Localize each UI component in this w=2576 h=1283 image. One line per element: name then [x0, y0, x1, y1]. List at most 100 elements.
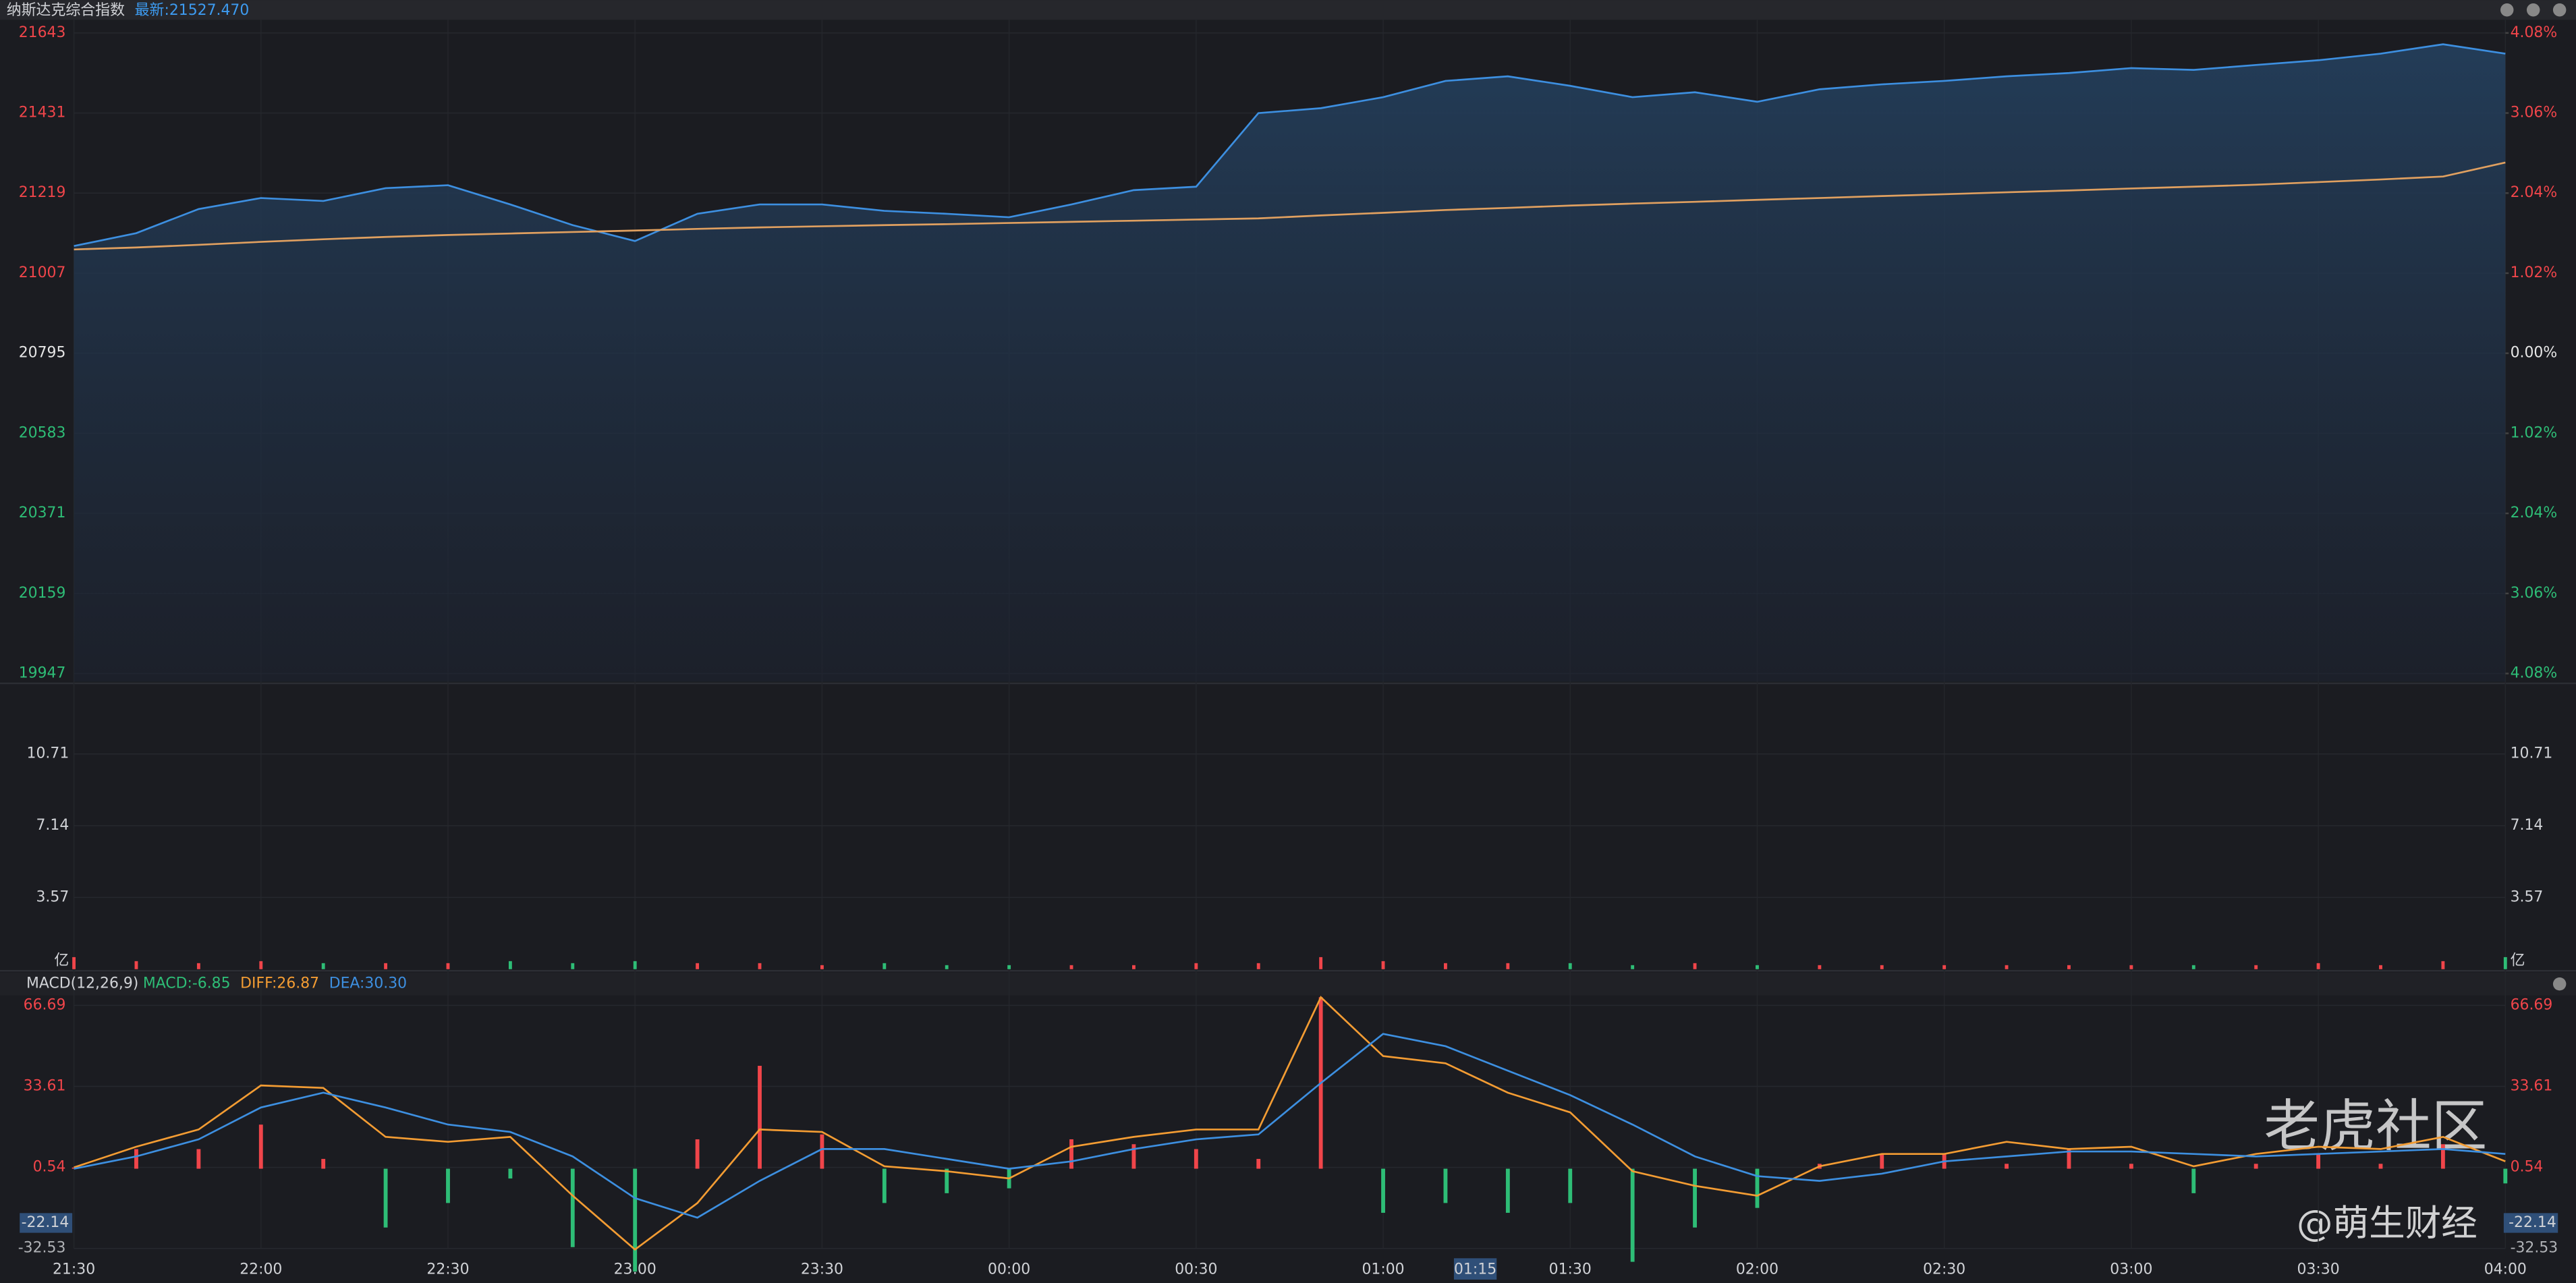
volume-bar: [508, 961, 512, 969]
volume-bar: [1319, 957, 1323, 969]
volume-bar: [2067, 965, 2071, 969]
macd-bar: [1880, 1153, 1884, 1169]
volume-bar: [384, 963, 388, 969]
macd-bar: [2378, 1164, 2383, 1169]
macd-bar: [446, 1168, 450, 1203]
x-tick-label: 01:00: [1362, 1261, 1404, 1278]
y2-tick-label: 3.06%: [2511, 585, 2558, 602]
volume-bar: [1194, 963, 1198, 969]
macd-bar: [820, 1134, 824, 1169]
y-tick-label: 3.57: [36, 888, 69, 905]
x-tick-label: 02:00: [1736, 1261, 1779, 1278]
series-line: [74, 161, 2506, 251]
macd-bar: [2503, 1168, 2508, 1184]
volume-bar: [820, 965, 824, 969]
volume-bar: [72, 957, 76, 969]
volume-bar: [945, 965, 949, 969]
x-tick-label: 00:00: [988, 1261, 1030, 1278]
zoom-out[interactable]: [2526, 3, 2540, 17]
volume-bar: [2191, 965, 2195, 969]
macd-bar: [1381, 1168, 1385, 1213]
macd-bar: [695, 1139, 700, 1169]
y-tick-label-right: 3.57: [2511, 888, 2544, 905]
y2-tick-label: 3.06%: [2511, 105, 2558, 121]
macd-bar: [383, 1168, 388, 1228]
macd-bar: [1443, 1168, 1448, 1203]
y-tick-label: -32.53: [18, 1240, 66, 1257]
volume-bar: [1942, 965, 1947, 969]
unit-label-right: 亿: [2511, 952, 2525, 969]
y-tick-label: 20583: [19, 424, 66, 441]
macd-bar: [1505, 1168, 1510, 1213]
volume-bar: [1069, 965, 1073, 969]
volume-bar: [1631, 965, 1635, 969]
volume-bar: [196, 963, 200, 969]
y-tick-label: 20159: [19, 585, 66, 602]
y2-tick-label: 2.04%: [2511, 505, 2558, 521]
y-tick-label-right: 0.54: [2511, 1159, 2544, 1176]
macd-bar: [508, 1168, 513, 1179]
x-tick-label: 04:00: [2484, 1261, 2527, 1278]
latest-price: 最新:21527.470: [135, 2, 250, 19]
y-tick-label-right: -32.53: [2511, 1240, 2558, 1257]
macd-bar: [2005, 1164, 2009, 1169]
indicator-name: MACD(12,26,9): [26, 975, 138, 992]
macd-bar: [633, 1168, 638, 1272]
x-tick-label: 22:00: [240, 1261, 282, 1278]
x-tick-label: 23:30: [801, 1261, 843, 1278]
y-tick-label: 21007: [19, 264, 66, 281]
legend-entry: DIFF:26.87: [240, 975, 319, 992]
y-tick-label: 20795: [19, 345, 66, 362]
macd-bar: [758, 1066, 762, 1169]
volume-bar: [633, 961, 637, 969]
macd-settings[interactable]: [2552, 977, 2567, 991]
volume-bar: [1256, 963, 1260, 969]
y-tick-label: 20371: [19, 505, 66, 521]
volume-bar: [1131, 965, 1136, 969]
crosshair-y-label-right: -22.14: [2509, 1214, 2556, 1231]
volume-bar: [2316, 963, 2320, 969]
volume-bar: [1756, 965, 1759, 969]
macd-bar: [882, 1168, 887, 1203]
macd-bar: [1568, 1168, 1573, 1203]
crosshair-x-box: [1453, 1258, 1497, 1280]
y2-tick-label: 1.02%: [2511, 424, 2558, 441]
macd-bar: [1069, 1139, 1073, 1169]
y-tick-label: 7.14: [36, 817, 69, 834]
macd-bar: [321, 1159, 326, 1169]
y-tick-label-right: 66.69: [2511, 996, 2553, 1013]
series-line: [74, 43, 2506, 247]
macd-bar: [2440, 1144, 2445, 1169]
y2-tick-label: 1.02%: [2511, 264, 2558, 281]
volume-bar: [883, 963, 887, 969]
zoom-in[interactable]: [2500, 3, 2514, 17]
legend-entry: MACD:-6.85: [143, 975, 231, 992]
crosshair-x-label: 01:15: [1454, 1261, 1496, 1278]
y-tick-label: 21219: [19, 184, 66, 201]
x-tick-label: 03:30: [2297, 1261, 2340, 1278]
crosshair-y-box-right: [2503, 1213, 2558, 1233]
x-tick-label: 01:30: [1549, 1261, 1592, 1278]
legend-entry: DEA:30.30: [329, 975, 407, 992]
volume-bar: [696, 963, 700, 969]
volume-bar: [2503, 957, 2507, 969]
y-tick-label: 0.54: [33, 1159, 66, 1176]
y2-tick-label: 4.08%: [2511, 24, 2558, 41]
y-tick-label-right: 7.14: [2511, 817, 2544, 834]
volume-bar: [758, 963, 762, 969]
volume-bar: [1381, 961, 1385, 969]
y2-tick-label: 4.08%: [2511, 664, 2558, 681]
volume-bar: [2379, 965, 2382, 969]
macd-bar: [570, 1168, 575, 1247]
macd-bar: [1693, 1168, 1697, 1228]
volume-bar: [259, 961, 263, 969]
macd-bar: [945, 1168, 949, 1193]
volume-bar: [571, 963, 575, 969]
macd-bar: [134, 1149, 138, 1169]
y-tick-label-right: 10.71: [2511, 745, 2553, 762]
macd-bar: [1131, 1144, 1136, 1169]
settings[interactable]: [2552, 3, 2567, 17]
volume-bar: [446, 963, 450, 969]
